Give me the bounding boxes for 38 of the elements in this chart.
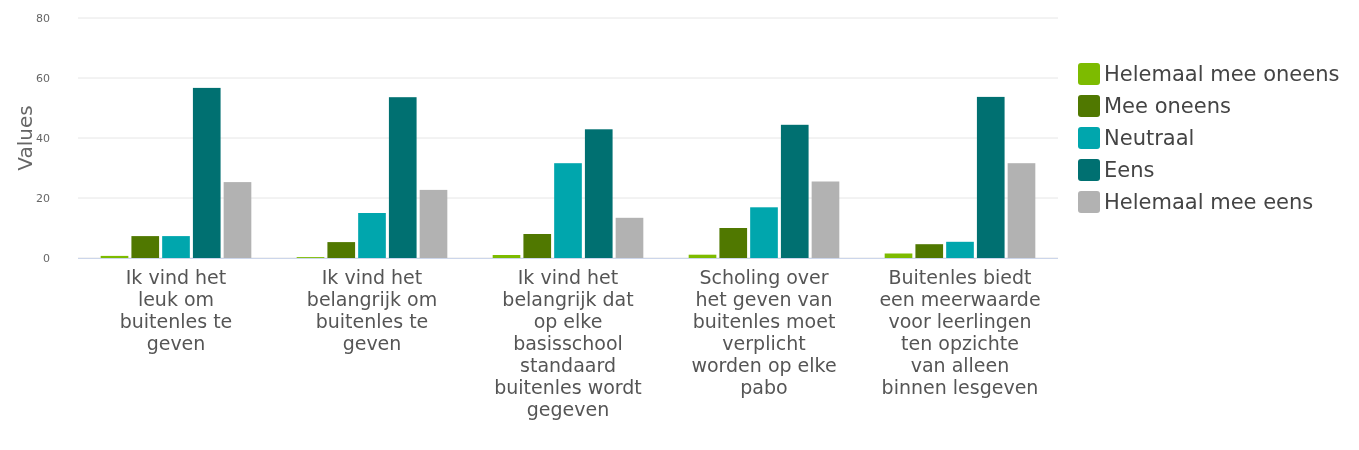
x-tick-label: Ik vind het belangrijk dat op elke basisschool standaard buitenles wordt gegeven <box>494 266 642 420</box>
bar <box>584 129 613 258</box>
bar <box>192 87 221 258</box>
bar <box>131 236 160 258</box>
x-tick-label: Ik vind het leuk om buitenles te geven <box>119 266 233 354</box>
x-tick-label: Ik vind het belangrijk om buitenles te geven <box>306 266 438 354</box>
bar <box>750 207 778 258</box>
bar <box>976 96 1005 258</box>
bar <box>554 163 582 258</box>
y-tick-label: 20 <box>36 191 50 205</box>
bar <box>915 244 944 258</box>
y-tick-label: 40 <box>36 131 50 145</box>
bar <box>162 236 190 258</box>
y-tick-label: 60 <box>36 71 50 85</box>
legend-label: Eens <box>1104 158 1155 183</box>
bar <box>615 217 644 258</box>
legend-label: Helemaal mee eens <box>1104 190 1314 215</box>
x-tick-label: Buitenles biedt een meerwaarde voor leerlingen ten opzichte van alleen binnen lesgeven <box>879 266 1041 398</box>
bar <box>492 255 521 258</box>
bar <box>780 124 809 258</box>
bar <box>811 181 840 258</box>
legend-label: Neutraal <box>1104 126 1195 151</box>
bar <box>327 242 356 258</box>
bar <box>388 97 417 258</box>
bar <box>523 234 552 258</box>
bar <box>719 228 748 258</box>
legend-label: Helemaal mee oneens <box>1104 62 1340 87</box>
bar <box>100 255 129 258</box>
legend-label: Mee oneens <box>1104 94 1231 119</box>
y-tick-label: 80 <box>36 11 50 25</box>
x-tick-label: Scholing over het geven van buitenles moet verplicht worden op elke pabo <box>691 266 837 398</box>
bar <box>223 182 252 258</box>
y-tick-label: 0 <box>43 251 50 265</box>
bar <box>419 189 448 258</box>
bar <box>946 241 974 258</box>
y-axis-title: Values <box>13 105 37 171</box>
bar <box>1007 163 1036 258</box>
bar <box>358 213 386 258</box>
